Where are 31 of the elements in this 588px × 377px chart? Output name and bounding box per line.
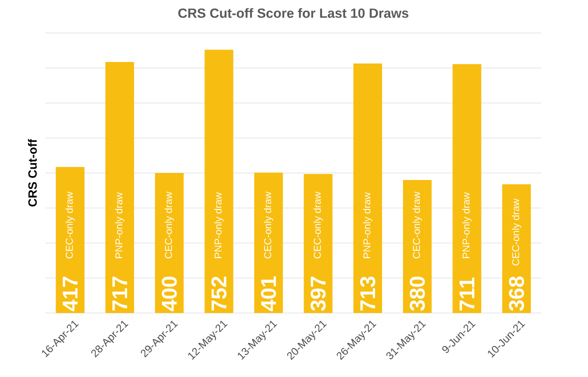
annotation: CEC-only draw (512, 198, 522, 266)
annotation: PNP-only draw (363, 192, 372, 258)
annotation: CEC-only draw (264, 192, 274, 258)
bar (105, 62, 134, 313)
data-label: 368 (508, 276, 524, 311)
annotation: PNP-only draw (214, 192, 224, 258)
data-label: 717 (112, 276, 128, 310)
annotation: PNP-only draw (115, 192, 124, 258)
bar (452, 64, 482, 313)
bar (204, 50, 234, 313)
data-label: 401 (260, 276, 276, 312)
data-label: 380 (410, 276, 425, 311)
data-label: 711 (460, 278, 474, 310)
bar (304, 174, 332, 313)
y-axis-title: CRS Cut-off (28, 138, 37, 206)
annotation: CEC-only draw (313, 192, 323, 258)
annotation: CEC-only draw (412, 192, 422, 258)
annotation: PNP-only draw (462, 192, 472, 258)
data-label: 713 (360, 276, 376, 310)
bar (502, 184, 531, 313)
chart-title: CRS Cut-off Score for Last 10 Draws (178, 8, 408, 18)
bar (254, 172, 283, 313)
data-label: 397 (310, 276, 326, 311)
annotation: CEC-only draw (164, 192, 174, 258)
data-label: 417 (62, 276, 78, 312)
bar (56, 167, 84, 313)
data-label: 752 (211, 276, 226, 310)
annotation: CEC-only draw (65, 192, 75, 258)
bar (353, 63, 382, 313)
bar (155, 172, 184, 313)
data-label: 400 (162, 276, 177, 312)
